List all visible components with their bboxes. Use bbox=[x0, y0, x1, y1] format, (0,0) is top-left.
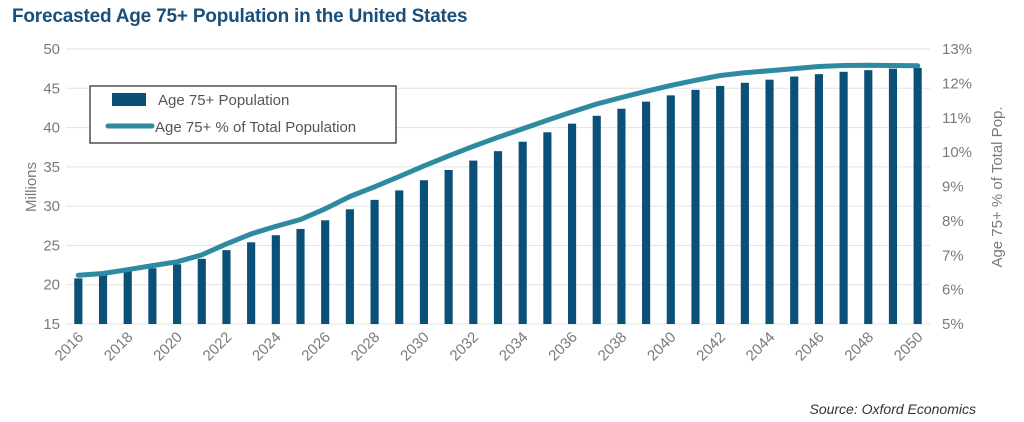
x-tick-label: 2046 bbox=[792, 329, 828, 365]
bar bbox=[469, 160, 478, 324]
bar bbox=[543, 132, 552, 324]
bar bbox=[716, 85, 725, 324]
y2-tick-label: 8% bbox=[942, 213, 964, 230]
x-tick-label: 2042 bbox=[693, 329, 729, 365]
y2-tick-label: 13% bbox=[942, 41, 972, 58]
bar bbox=[493, 151, 503, 324]
x-tick-label: 2024 bbox=[249, 329, 285, 365]
legend-label-line: Age 75+ % of Total Population bbox=[155, 119, 356, 136]
y-tick-label: 45 bbox=[43, 80, 60, 97]
legend: Age 75+ Population Age 75+ % of Total Po… bbox=[89, 85, 397, 144]
y-tick-label: 35 bbox=[43, 159, 60, 176]
bar bbox=[395, 190, 404, 324]
bar bbox=[518, 141, 527, 324]
legend-box bbox=[89, 85, 397, 144]
y-tick-label: 15 bbox=[43, 316, 60, 333]
bar bbox=[839, 71, 848, 325]
x-tick-label: 2018 bbox=[101, 329, 137, 365]
y2-axis-label: Age 75+ % of Total Pop. bbox=[989, 106, 1006, 267]
y-tick-label: 40 bbox=[43, 120, 60, 137]
x-tick-label: 2020 bbox=[150, 329, 186, 365]
x-tick-label: 2026 bbox=[298, 329, 334, 365]
y-tick-label: 50 bbox=[43, 41, 60, 58]
bar-series bbox=[74, 67, 922, 325]
bar bbox=[617, 108, 626, 324]
bar bbox=[888, 68, 898, 325]
x-tick-label: 2032 bbox=[447, 329, 483, 365]
y2-tick-label: 11% bbox=[942, 110, 971, 127]
bar bbox=[123, 271, 132, 324]
x-tick-label: 2016 bbox=[52, 329, 88, 365]
x-tick-label: 2050 bbox=[891, 329, 927, 365]
bar bbox=[173, 264, 182, 324]
bar bbox=[148, 268, 157, 324]
y2-tick-label: 7% bbox=[942, 247, 964, 264]
bar bbox=[740, 82, 749, 325]
bar bbox=[691, 89, 700, 324]
bar bbox=[567, 123, 577, 325]
bar bbox=[419, 180, 429, 324]
y2-tick-label: 6% bbox=[942, 282, 964, 299]
bar bbox=[271, 235, 280, 324]
chart-title: Forecasted Age 75+ Population in the Uni… bbox=[12, 6, 468, 27]
x-tick-label: 2022 bbox=[200, 329, 236, 365]
x-tick-label: 2048 bbox=[841, 329, 877, 365]
line-path bbox=[75, 62, 921, 278]
y2-tick-label: 9% bbox=[942, 179, 964, 196]
bar bbox=[222, 250, 231, 324]
y-tick-label: 30 bbox=[43, 198, 60, 215]
bar bbox=[197, 258, 206, 324]
bar bbox=[296, 228, 305, 324]
x-tick-label: 2034 bbox=[496, 329, 532, 365]
bar bbox=[247, 242, 256, 324]
x-tick-label: 2030 bbox=[397, 329, 433, 365]
bar bbox=[790, 76, 799, 324]
legend-bar-swatch bbox=[112, 93, 146, 106]
y2-tick-label: 10% bbox=[942, 144, 972, 161]
y-axis-left: 15 20 25 30 35 40 45 50 bbox=[43, 41, 60, 333]
bar bbox=[666, 95, 675, 324]
bar bbox=[592, 115, 601, 325]
source-note: Source: Oxford Economics bbox=[809, 401, 976, 417]
y2-tick-label: 12% bbox=[942, 75, 972, 92]
bar bbox=[765, 79, 774, 325]
x-tick-label: 2038 bbox=[595, 329, 631, 365]
bar bbox=[98, 275, 108, 324]
y-axis-right: 5% 6% 7% 8% 9% 10% 11% 12% 13% bbox=[942, 41, 972, 333]
legend-label-bar: Age 75+ Population bbox=[158, 92, 289, 109]
bar bbox=[321, 220, 330, 324]
bar bbox=[444, 170, 453, 324]
bar bbox=[814, 74, 823, 325]
bar bbox=[345, 209, 354, 324]
x-tick-label: 2036 bbox=[545, 329, 581, 365]
bar bbox=[370, 199, 379, 324]
x-tick-label: 2044 bbox=[743, 329, 779, 365]
y-tick-label: 25 bbox=[43, 237, 60, 254]
y-axis-label: Millions bbox=[23, 162, 40, 212]
y-tick-label: 20 bbox=[43, 277, 60, 294]
line-series bbox=[75, 62, 921, 278]
bar bbox=[913, 67, 922, 324]
x-tick-label: 2028 bbox=[348, 329, 384, 365]
bar bbox=[642, 101, 651, 325]
bar bbox=[74, 278, 83, 324]
x-tick-label: 2040 bbox=[644, 329, 680, 365]
y2-tick-label: 5% bbox=[942, 316, 964, 333]
x-axis: 2016 2018 2020 2022 2024 2026 2028 2030 2032 2034… bbox=[52, 329, 927, 365]
bar bbox=[864, 70, 873, 324]
